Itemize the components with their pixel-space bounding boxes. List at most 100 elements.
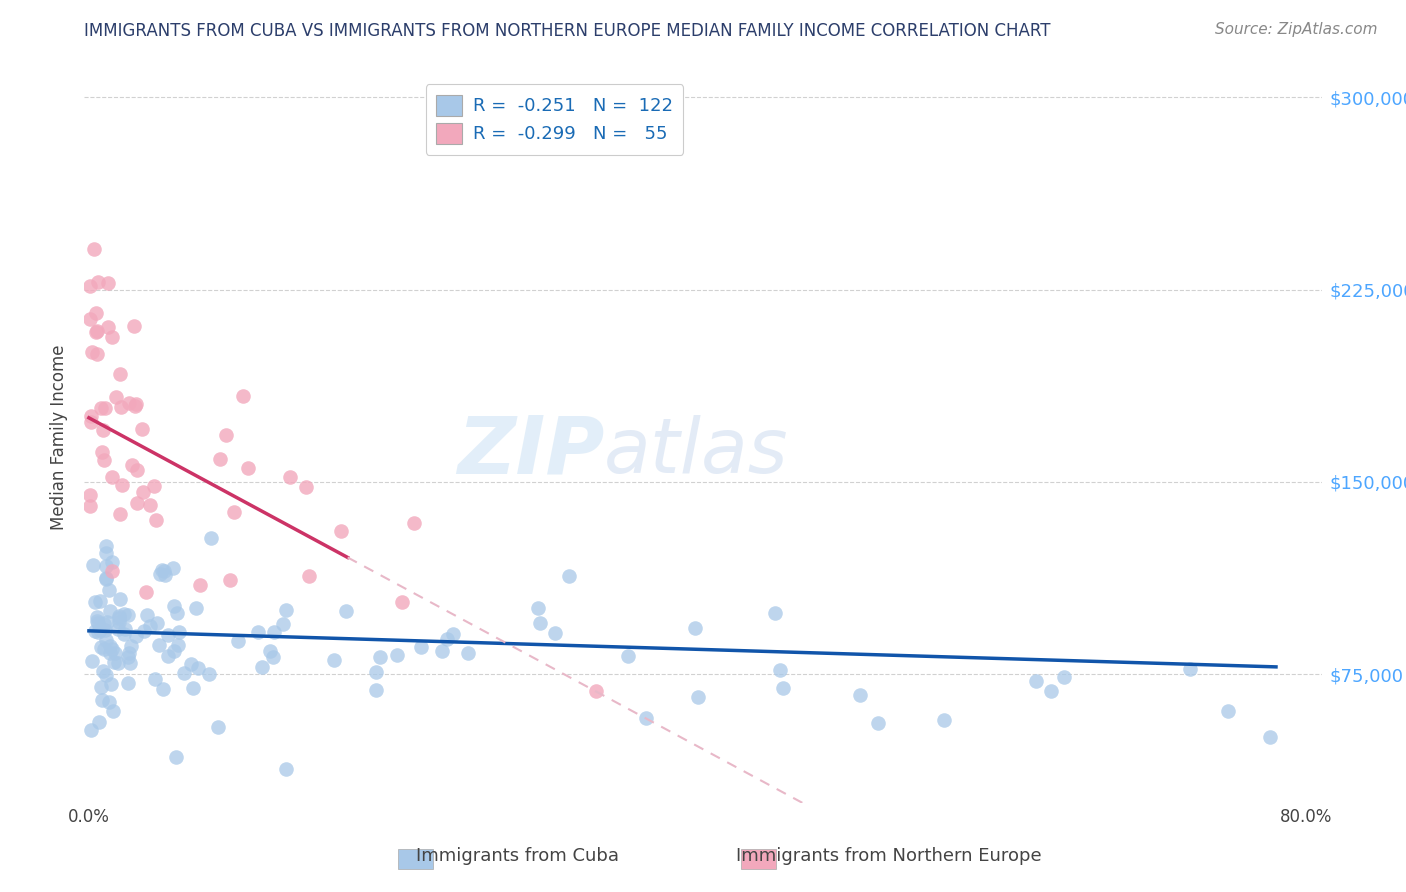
Point: [866, 716, 889, 731]
Point: [330, 524, 353, 538]
Point: [98, 646, 121, 660]
Point: [127, 496, 149, 510]
Point: [1218, 704, 1240, 718]
Point: [100, 677, 122, 691]
Point: [83, 242, 105, 256]
Point: [112, 607, 135, 621]
Point: [79, 499, 101, 513]
Point: [391, 595, 413, 609]
Point: [93, 642, 115, 657]
Point: [529, 615, 551, 630]
Point: [114, 622, 136, 636]
Legend: R =  -0.251   N =  122, R =  -0.299   N =   55: R = -0.251 N = 122, R = -0.299 N = 55: [426, 84, 683, 154]
Point: [91, 423, 114, 437]
Point: [932, 713, 955, 727]
Point: [108, 615, 131, 629]
Point: [198, 666, 221, 681]
Point: [228, 633, 250, 648]
Point: [84, 325, 107, 339]
Point: [1025, 674, 1047, 689]
Point: [173, 666, 195, 681]
Point: [162, 561, 184, 575]
Point: [139, 619, 162, 633]
Point: [527, 601, 550, 615]
Point: [1258, 731, 1281, 745]
Point: [124, 630, 146, 644]
Point: [208, 452, 231, 467]
Text: ZIP: ZIP: [457, 413, 605, 491]
Point: [101, 642, 124, 657]
Point: [103, 655, 125, 669]
Text: atlas: atlas: [605, 415, 789, 489]
Point: [236, 461, 259, 475]
Point: [89, 715, 111, 730]
Point: [544, 626, 567, 640]
Y-axis label: Median Family Income: Median Family Income: [51, 344, 69, 530]
Point: [101, 564, 124, 578]
Point: [135, 584, 157, 599]
Point: [79, 488, 101, 502]
Point: [80, 409, 103, 423]
Point: [91, 445, 114, 459]
Point: [94, 571, 117, 585]
Point: [94, 572, 117, 586]
Point: [157, 649, 180, 664]
Point: [94, 401, 117, 415]
Point: [457, 646, 479, 660]
Point: [90, 401, 112, 415]
Point: [96, 539, 118, 553]
Point: [86, 609, 108, 624]
Point: [131, 421, 153, 435]
Point: [165, 749, 187, 764]
Point: [98, 604, 121, 618]
Point: [153, 564, 176, 578]
Point: [772, 681, 794, 695]
Point: [276, 603, 298, 617]
Point: [143, 479, 166, 493]
Point: [385, 648, 408, 663]
Point: [124, 399, 146, 413]
Point: [364, 665, 387, 680]
Point: [94, 623, 117, 637]
Point: [143, 673, 166, 687]
Point: [181, 681, 204, 695]
Point: [96, 615, 118, 630]
Point: [186, 601, 208, 615]
Point: [87, 624, 110, 639]
Point: [585, 683, 607, 698]
Point: [90, 692, 112, 706]
Point: [117, 676, 139, 690]
Point: [97, 319, 120, 334]
Point: [163, 599, 186, 613]
Point: [634, 711, 657, 725]
Point: [207, 720, 229, 734]
Point: [148, 638, 170, 652]
Point: [94, 632, 117, 647]
Point: [763, 606, 786, 620]
Point: [411, 640, 433, 655]
Text: IMMIGRANTS FROM CUBA VS IMMIGRANTS FROM NORTHERN EUROPE MEDIAN FAMILY INCOME COR: IMMIGRANTS FROM CUBA VS IMMIGRANTS FROM …: [84, 22, 1050, 40]
Point: [107, 611, 129, 625]
Point: [616, 649, 638, 664]
Point: [146, 615, 169, 630]
Point: [84, 624, 107, 638]
Point: [162, 644, 184, 658]
Point: [686, 690, 709, 704]
Point: [94, 559, 117, 574]
Point: [110, 367, 132, 381]
Point: [436, 632, 458, 646]
Point: [132, 484, 155, 499]
Point: [139, 498, 162, 512]
Point: [262, 650, 284, 665]
Point: [364, 682, 387, 697]
Point: [219, 573, 242, 587]
Point: [125, 397, 148, 411]
Point: [107, 656, 129, 670]
Text: Immigrants from Northern Europe: Immigrants from Northern Europe: [735, 847, 1042, 865]
Point: [97, 582, 120, 597]
Point: [97, 276, 120, 290]
Point: [83, 594, 105, 608]
Point: [107, 622, 129, 636]
Point: [685, 621, 707, 635]
Point: [108, 592, 131, 607]
